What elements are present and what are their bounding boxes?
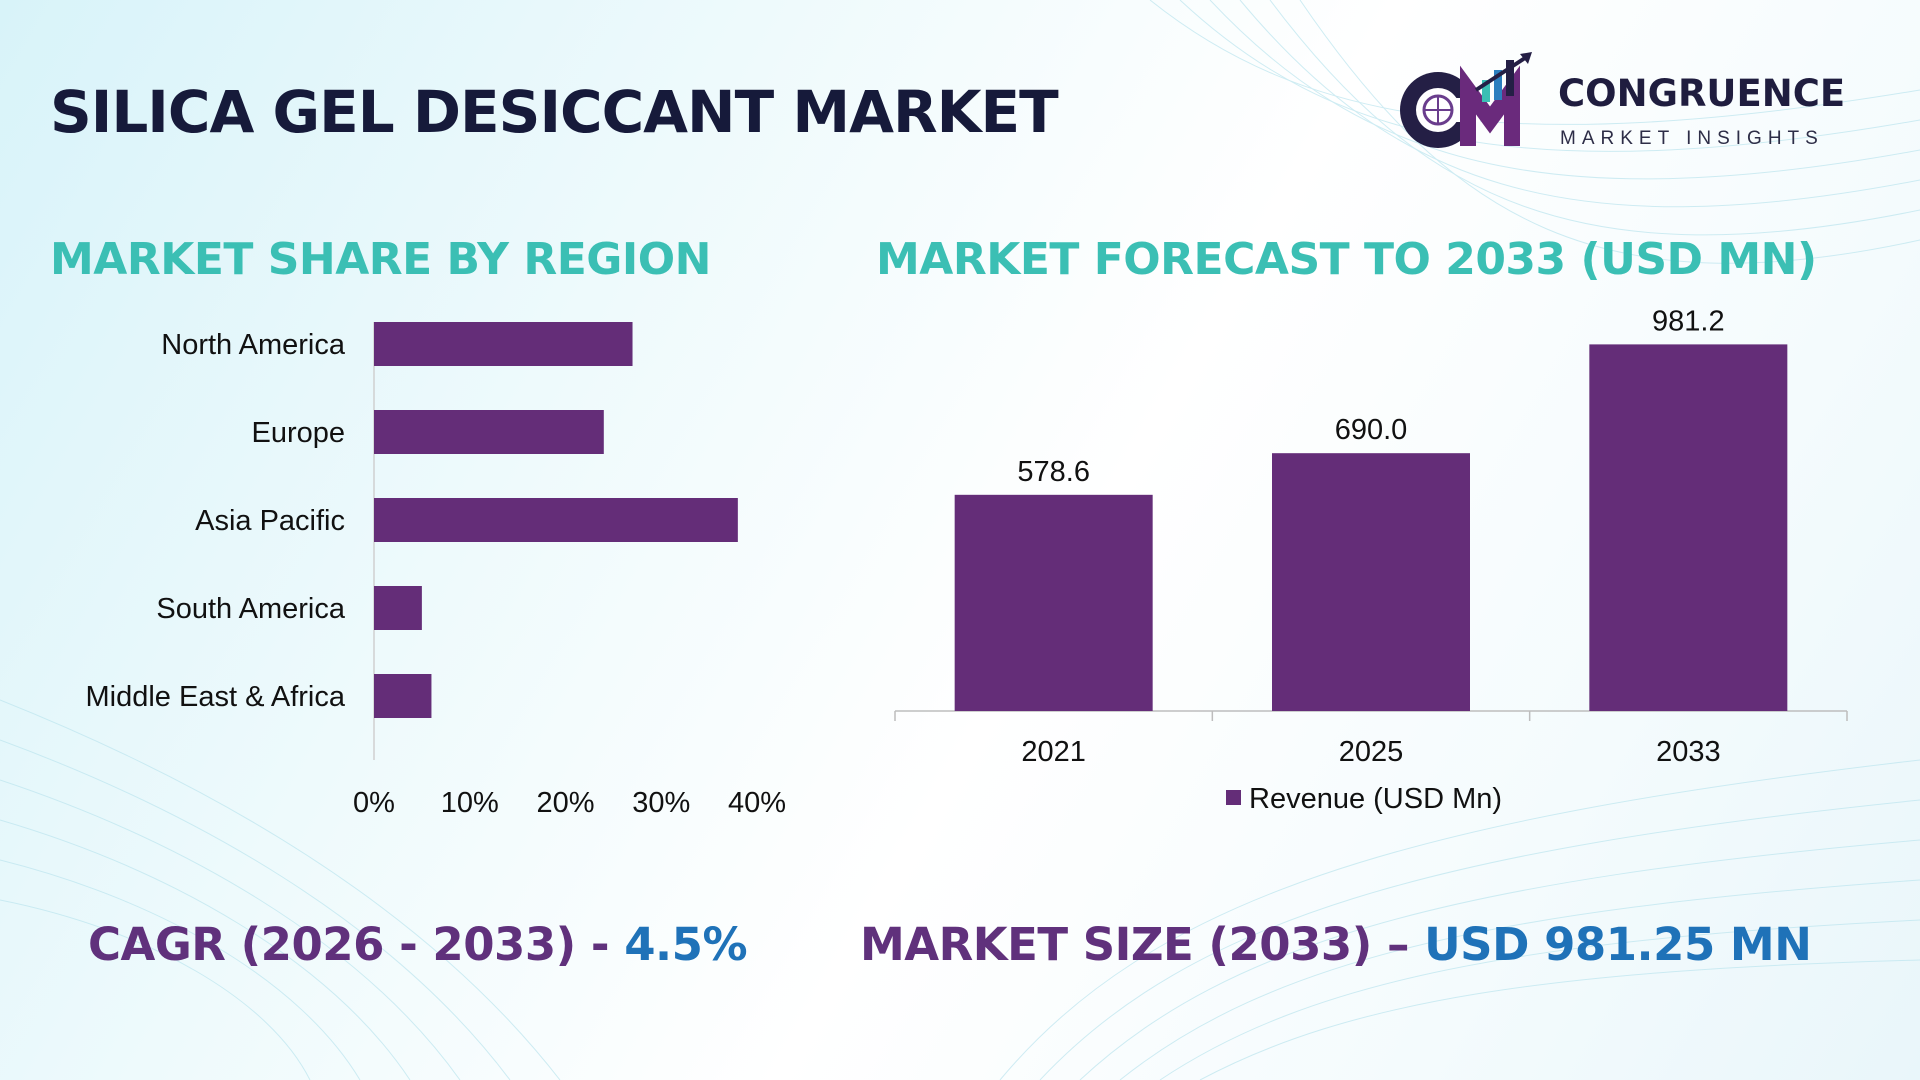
cagr-stat: CAGR (2026 - 2033) - 4.5% <box>88 918 748 971</box>
logo-tagline: MARKET INSIGHTS <box>1560 128 1824 149</box>
page-title: SILICA GEL DESICCANT MARKET <box>50 78 1059 146</box>
logo-name: CONGRUENCE <box>1558 72 1846 115</box>
logo-mark-icon <box>1400 52 1532 148</box>
cagr-value: 4.5% <box>624 918 748 971</box>
market-size-stat: MARKET SIZE (2033) – USD 981.25 MN <box>860 918 1812 971</box>
forecast-section-title: MARKET FORECAST TO 2033 (USD MN) <box>876 234 1817 285</box>
cagr-label: CAGR (2026 - 2033) - <box>88 918 625 971</box>
brand-logo: CONGRUENCE MARKET INSIGHTS <box>1398 50 1868 160</box>
market-size-value: USD 981.25 MN <box>1424 918 1812 971</box>
region-section-title: MARKET SHARE BY REGION <box>50 234 712 285</box>
market-size-label: MARKET SIZE (2033) – <box>860 918 1425 971</box>
